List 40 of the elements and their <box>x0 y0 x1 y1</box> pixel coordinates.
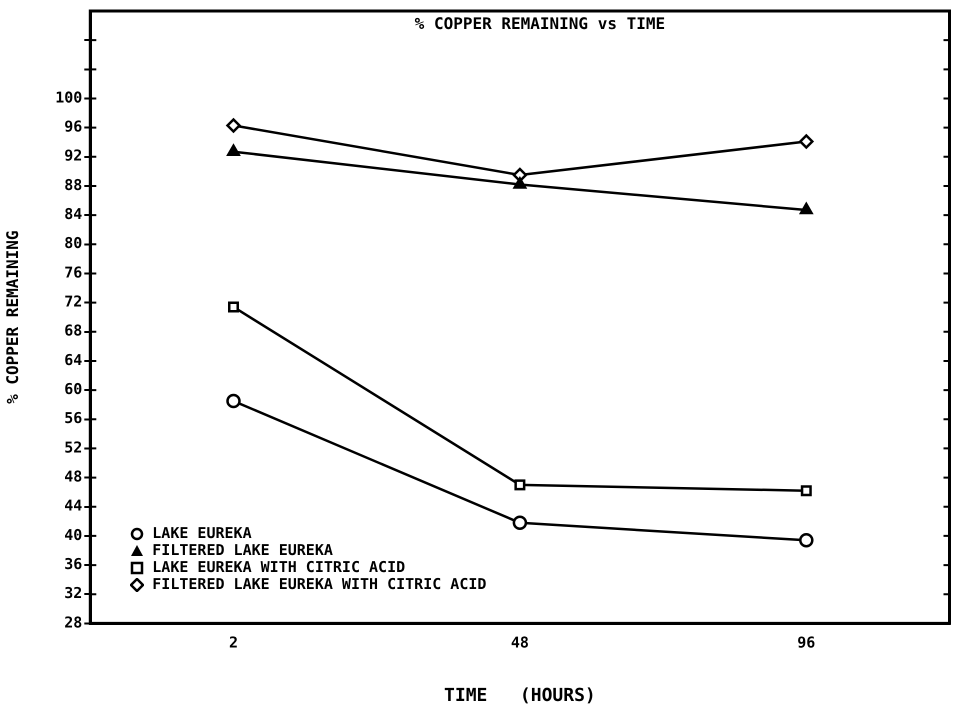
point <box>514 479 526 490</box>
x-tick-label: 2 <box>228 633 238 652</box>
y-tick-label: 32 <box>64 584 82 602</box>
y-tick-label: 36 <box>64 554 82 573</box>
y-tick-label: 92 <box>64 146 82 165</box>
point <box>512 516 528 530</box>
legend-label: LAKE EUREKA <box>152 524 252 542</box>
point <box>799 533 814 548</box>
y-tick-label: 84 <box>64 205 82 224</box>
y-tick-label: 40 <box>64 526 82 544</box>
point <box>226 394 241 408</box>
y-tick-label: 52 <box>64 438 82 456</box>
x-tick-label: 48 <box>510 633 529 652</box>
legend-label: FILTERED LAKE EUREKA <box>152 541 333 560</box>
point <box>800 202 813 214</box>
legend-label: FILTERED LAKE EUREKA WITH CITRIC ACID <box>152 575 486 594</box>
point <box>226 118 241 133</box>
y-tick-label: 64 <box>64 350 82 369</box>
point <box>227 144 240 156</box>
chart-title: % COPPER REMAINING vs TIME <box>414 14 666 34</box>
y-tick-label: 88 <box>64 176 82 194</box>
legend-label: LAKE EUREKA WITH CITRIC ACID <box>152 558 406 576</box>
y-tick-label: 100 <box>55 88 82 106</box>
y-tick-label: 44 <box>64 496 82 515</box>
point <box>513 177 526 189</box>
y-tick-label: 56 <box>64 409 82 428</box>
y-tick-label: 48 <box>64 467 82 486</box>
point <box>228 302 239 312</box>
point <box>800 485 812 496</box>
y-tick-label: 60 <box>64 380 82 398</box>
y-tick-label: 80 <box>64 234 82 252</box>
y-tick-label: 68 <box>64 322 82 340</box>
y-tick-label: 96 <box>64 118 82 136</box>
y-tick-label: 76 <box>64 263 82 282</box>
y-tick-label: 28 <box>64 613 82 632</box>
y-axis-title: % COPPER REMAINING <box>2 230 22 404</box>
y-tick-label: 72 <box>64 292 82 311</box>
point <box>799 134 814 149</box>
x-tick-label: 96 <box>797 633 816 652</box>
x-axis-title: TIME (HOURS) <box>444 684 596 706</box>
